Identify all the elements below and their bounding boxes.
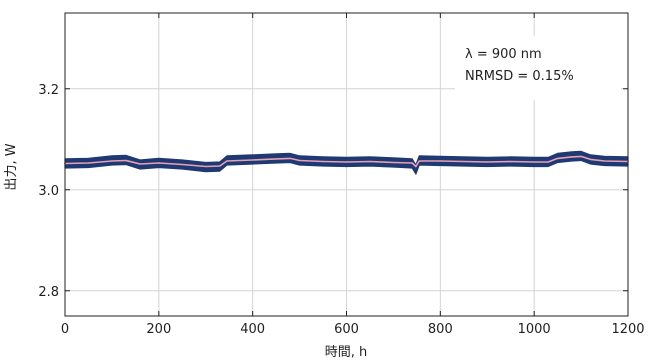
x-tick-label: 1000 [518,322,551,337]
smoothed-data-point [392,161,394,164]
smoothed-data-point [111,160,113,162]
y-axis-title: 出力, W [4,143,19,190]
smoothed-data-point [299,159,301,162]
smoothed-data-point [533,161,535,163]
x-tick-label: 200 [146,322,171,337]
smoothed-data-point [418,160,420,162]
smoothed-data-point [289,157,291,159]
x-tick-label: 400 [240,322,265,337]
smoothed-data-point [415,165,417,168]
smoothed-data-point [125,159,127,162]
smoothed-data-point [603,160,606,162]
smoothed-data-point [571,156,573,158]
smoothed-data-point [439,160,441,162]
smoothed-data-point [322,160,324,163]
smoothed-data-point [87,162,90,164]
smoothed-data-point [580,155,582,157]
smoothed-data-point [181,163,183,166]
smoothed-data-point [411,162,413,164]
smoothed-data-point [345,161,348,163]
annotation-nrmsd: NRMSD = 0.15% [465,69,574,84]
smoothed-data-point [252,159,254,161]
x-tick-label: 600 [334,322,359,337]
x-tick-label: 0 [61,322,69,337]
annotation-wavelength: λ = 900 nm [465,47,542,62]
axis-ticks: 0 200 400 600 800 1000 1200 2.8 3.0 3.2 [38,13,645,337]
smoothed-data-point [275,158,277,160]
smoothed-data-point [510,160,512,163]
smoothed-data-point [589,158,592,160]
smoothed-data-point [557,157,559,159]
smoothed-data-point [158,162,160,164]
x-axis-title: 時間, h [325,345,368,360]
smoothed-data-point [486,161,488,163]
smoothed-data-point [463,160,465,163]
smoothed-data-point [219,165,221,167]
x-tick-label: 1200 [611,322,644,337]
smoothed-data-point [547,161,549,163]
x-tick-label: 800 [428,322,453,337]
smoothed-data-point [369,160,371,163]
y-tick-label: 3.0 [38,184,59,199]
smoothed-data-point [226,160,228,162]
smoothed-data-point [139,163,141,165]
y-tick-label: 2.8 [38,285,59,300]
smoothed-data-point [205,165,207,168]
y-tick-label: 3.2 [38,83,59,98]
annotation-background [455,36,621,100]
raw-data-point [415,168,417,171]
